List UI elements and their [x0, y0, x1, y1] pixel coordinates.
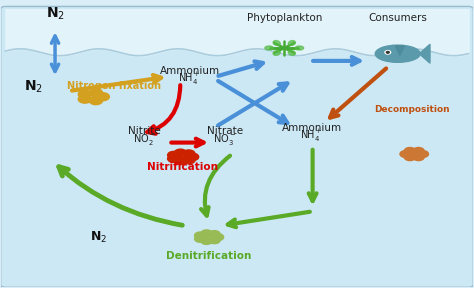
Circle shape — [186, 153, 199, 161]
Circle shape — [400, 151, 411, 158]
Circle shape — [194, 235, 206, 242]
Text: Nitrite: Nitrite — [128, 126, 161, 136]
Circle shape — [89, 97, 102, 105]
Text: NO$_2^-$: NO$_2^-$ — [133, 132, 156, 147]
Text: N$_2$: N$_2$ — [91, 230, 108, 245]
Circle shape — [386, 52, 389, 53]
Circle shape — [78, 95, 91, 103]
Circle shape — [174, 149, 187, 157]
Text: Ammonium: Ammonium — [282, 123, 342, 133]
Circle shape — [209, 231, 220, 238]
Text: NH$_4^+$: NH$_4^+$ — [179, 71, 201, 87]
Text: NO$_3^-$: NO$_3^-$ — [213, 132, 237, 147]
Ellipse shape — [273, 41, 280, 46]
Circle shape — [174, 157, 187, 165]
Polygon shape — [395, 46, 404, 55]
Ellipse shape — [288, 41, 295, 46]
Text: N$_2$: N$_2$ — [46, 5, 64, 22]
Ellipse shape — [265, 46, 273, 50]
Circle shape — [201, 238, 212, 245]
Circle shape — [209, 237, 220, 244]
Circle shape — [96, 93, 109, 101]
Text: Consumers: Consumers — [368, 13, 427, 23]
Text: Ammonium: Ammonium — [160, 66, 220, 76]
Text: Nitrate: Nitrate — [207, 126, 243, 136]
Circle shape — [182, 150, 195, 157]
Ellipse shape — [273, 50, 280, 55]
Circle shape — [182, 156, 195, 164]
Circle shape — [194, 232, 206, 239]
Circle shape — [212, 234, 224, 240]
Circle shape — [417, 151, 428, 158]
Circle shape — [78, 90, 91, 98]
Polygon shape — [419, 44, 430, 63]
Circle shape — [89, 89, 102, 97]
Text: Denitrification: Denitrification — [166, 251, 251, 261]
Ellipse shape — [288, 50, 295, 55]
Circle shape — [385, 51, 391, 54]
Text: N$_2$: N$_2$ — [24, 78, 43, 95]
Circle shape — [413, 147, 424, 154]
Circle shape — [404, 147, 416, 154]
Ellipse shape — [295, 46, 304, 50]
Text: Decomposition: Decomposition — [374, 105, 450, 114]
Text: NH$_4^+$: NH$_4^+$ — [301, 128, 323, 144]
Circle shape — [168, 155, 180, 162]
Ellipse shape — [375, 45, 420, 62]
Circle shape — [404, 154, 416, 161]
Text: Nitrogen fixation: Nitrogen fixation — [67, 81, 161, 91]
Text: Phytoplankton: Phytoplankton — [246, 13, 322, 23]
FancyBboxPatch shape — [0, 6, 474, 287]
Text: Nitrification: Nitrification — [147, 162, 218, 172]
Circle shape — [413, 154, 424, 161]
Circle shape — [201, 230, 212, 237]
Circle shape — [168, 151, 180, 159]
